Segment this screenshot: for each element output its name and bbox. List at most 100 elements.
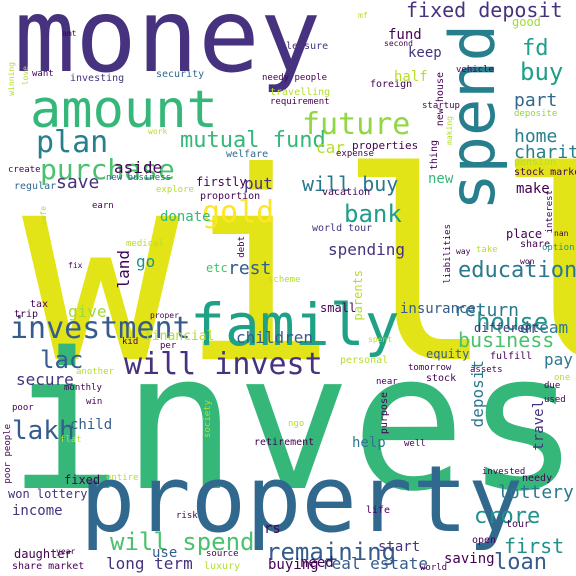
- word-house: house: [476, 308, 549, 336]
- word-winning: winning: [7, 62, 16, 96]
- word-make: make: [516, 181, 550, 197]
- word-won-lottery: won lottery: [8, 487, 88, 501]
- word-different: different: [474, 321, 540, 335]
- word-new: new: [428, 171, 454, 187]
- word-per: per: [160, 341, 177, 351]
- word-real-estate: real estate: [322, 554, 428, 573]
- word-first: first: [504, 534, 565, 558]
- word-mf: mf: [358, 11, 368, 20]
- word-leisure: leisure: [286, 41, 329, 52]
- word-long-term: long term: [106, 554, 193, 573]
- word-open: open: [472, 535, 497, 546]
- word-family: family: [190, 291, 400, 359]
- word-personal: personal: [340, 355, 389, 366]
- word-work: work: [148, 127, 168, 136]
- word-insurance: insurance: [400, 301, 476, 317]
- word-put: put: [244, 174, 273, 193]
- word-ngo: ngo: [288, 419, 305, 429]
- word-child: child: [70, 417, 113, 433]
- word-assets: assets: [470, 365, 503, 375]
- word-help: help: [352, 435, 386, 451]
- word-thing: thing: [429, 140, 440, 171]
- word-start: start: [378, 539, 421, 555]
- word-will-buy: will buy: [302, 172, 399, 196]
- word-amt: amt: [62, 29, 77, 38]
- word-life: life: [366, 505, 391, 516]
- word-keep: keep: [408, 45, 442, 61]
- word-security: security: [156, 69, 205, 80]
- word-proportion: proportion: [200, 191, 261, 202]
- word-give: give: [68, 302, 107, 321]
- word-part: part: [514, 90, 558, 111]
- word-return: return: [454, 300, 520, 321]
- word-new-business: new business: [106, 173, 172, 183]
- word-entire: entire: [106, 473, 139, 483]
- word-one: one: [554, 373, 571, 383]
- word-equity: equity: [426, 347, 470, 361]
- word-poor: poor: [12, 403, 34, 413]
- word-pension: pension: [514, 157, 557, 168]
- word-want: want: [32, 69, 54, 79]
- word-needy-people: needy people: [262, 73, 328, 83]
- word-pay: pay: [544, 350, 573, 369]
- word-poor-people: poor people: [3, 424, 13, 484]
- word-requirement: requirement: [270, 97, 330, 107]
- word-money: money: [14, 0, 322, 96]
- word-making: making: [445, 116, 454, 145]
- word-welfare: welfare: [226, 149, 269, 160]
- word-year: year: [56, 547, 76, 556]
- word-love: love: [21, 66, 30, 86]
- word-use: use: [152, 545, 178, 561]
- word-lakh: lakh: [12, 416, 75, 446]
- word-another: another: [76, 367, 114, 377]
- word-business: business: [458, 328, 555, 352]
- word-place: place: [506, 227, 543, 241]
- word-share-market: share market: [12, 561, 85, 572]
- word-vehicle: vehicle: [456, 65, 494, 75]
- word-startup: startup: [422, 101, 460, 111]
- word-lac: lac: [40, 346, 84, 374]
- word-crore: crore: [474, 504, 541, 529]
- word-fd: fd: [522, 36, 549, 61]
- word-risk: risk: [176, 511, 198, 521]
- word-society: society: [203, 400, 213, 438]
- word-will: will: [22, 116, 576, 421]
- word-world: world: [420, 563, 448, 573]
- word-charity: charity: [514, 142, 576, 163]
- word-properties: properties: [352, 139, 419, 152]
- word-dream: dream: [520, 318, 569, 337]
- word-secure: secure: [16, 370, 74, 389]
- word-firstly: firstly: [196, 175, 247, 189]
- word-lottery: lottery: [498, 482, 574, 503]
- word-foreign: foreign: [370, 79, 413, 90]
- word-deposite: deposite: [514, 109, 558, 119]
- word-interest: interest: [545, 190, 555, 234]
- word-go: go: [136, 252, 156, 271]
- word-win: win: [86, 397, 103, 407]
- word-plan: plan: [36, 125, 109, 160]
- word-children: children: [236, 328, 314, 347]
- word-aside: aside: [114, 158, 163, 177]
- word-liabilities: liabilities: [443, 224, 453, 284]
- word-source: source: [206, 549, 239, 559]
- word-education: education: [458, 258, 576, 283]
- word-near: near: [376, 377, 398, 387]
- word-regular: regular: [14, 181, 57, 192]
- word-land: land: [114, 250, 133, 289]
- word-purchase: purchase: [40, 153, 175, 186]
- word-buying: buying: [268, 557, 319, 573]
- word-home: home: [514, 126, 558, 147]
- word-need: need: [300, 555, 334, 571]
- word-investment: investment: [10, 311, 191, 346]
- word-take: take: [476, 245, 498, 255]
- word-kid: kid: [122, 337, 139, 347]
- word-gold: gold: [202, 195, 275, 230]
- word-small: small: [320, 301, 357, 315]
- word-vacation: vacation: [322, 187, 371, 198]
- word-scheme: scheme: [268, 275, 301, 285]
- word-fix: fix: [68, 261, 83, 270]
- word-way: way: [456, 247, 471, 256]
- word-create: create: [8, 165, 41, 175]
- word-fund: fund: [388, 27, 422, 43]
- word-rs: rs: [264, 521, 281, 537]
